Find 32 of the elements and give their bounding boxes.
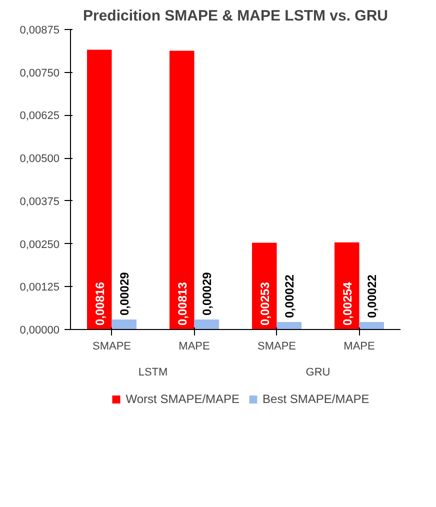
y-tick-label: 0,00625	[20, 110, 60, 122]
legend-label: Best SMAPE/MAPE	[262, 392, 370, 406]
bar	[170, 50, 194, 330]
chart-title: Predicition SMAPE & MAPE LSTM vs. GRU	[82, 8, 388, 24]
bar	[112, 320, 136, 330]
y-tick-label: 0,00000	[20, 324, 60, 336]
y-tick-label: 0,00500	[20, 153, 60, 166]
x-tick-label: SMAPE	[92, 340, 132, 352]
bar	[194, 320, 219, 330]
bar	[359, 322, 384, 330]
y-tick-label: 0,00250	[20, 238, 60, 251]
x-tick-label: MAPE	[344, 340, 375, 352]
y-tick-label: 0,00375	[20, 196, 60, 208]
y-tick-label: 0,00125	[20, 282, 60, 294]
data-label: 0,00253	[258, 282, 272, 326]
data-label: 0,00029	[118, 272, 132, 316]
text: GRU	[306, 366, 330, 378]
x-tick-label: MAPE	[178, 340, 210, 352]
data-label: 0,00029	[200, 272, 214, 316]
y-tick-label: 0,00875	[20, 24, 60, 36]
y-tick-label: 0,00750	[20, 67, 60, 80]
data-label: 0,00022	[282, 274, 297, 318]
x-tick-label: SMAPE	[257, 340, 296, 352]
bar	[334, 242, 360, 330]
bar	[87, 50, 112, 330]
data-label: 0,00813	[175, 282, 190, 326]
legend-label: Worst SMAPE/MAPE	[126, 392, 240, 406]
bar	[276, 322, 302, 330]
data-label: 0,00816	[92, 282, 107, 326]
data-label: 0,00022	[365, 274, 380, 318]
data-label: 0,00254	[340, 282, 354, 326]
text: LSTM	[138, 366, 168, 378]
